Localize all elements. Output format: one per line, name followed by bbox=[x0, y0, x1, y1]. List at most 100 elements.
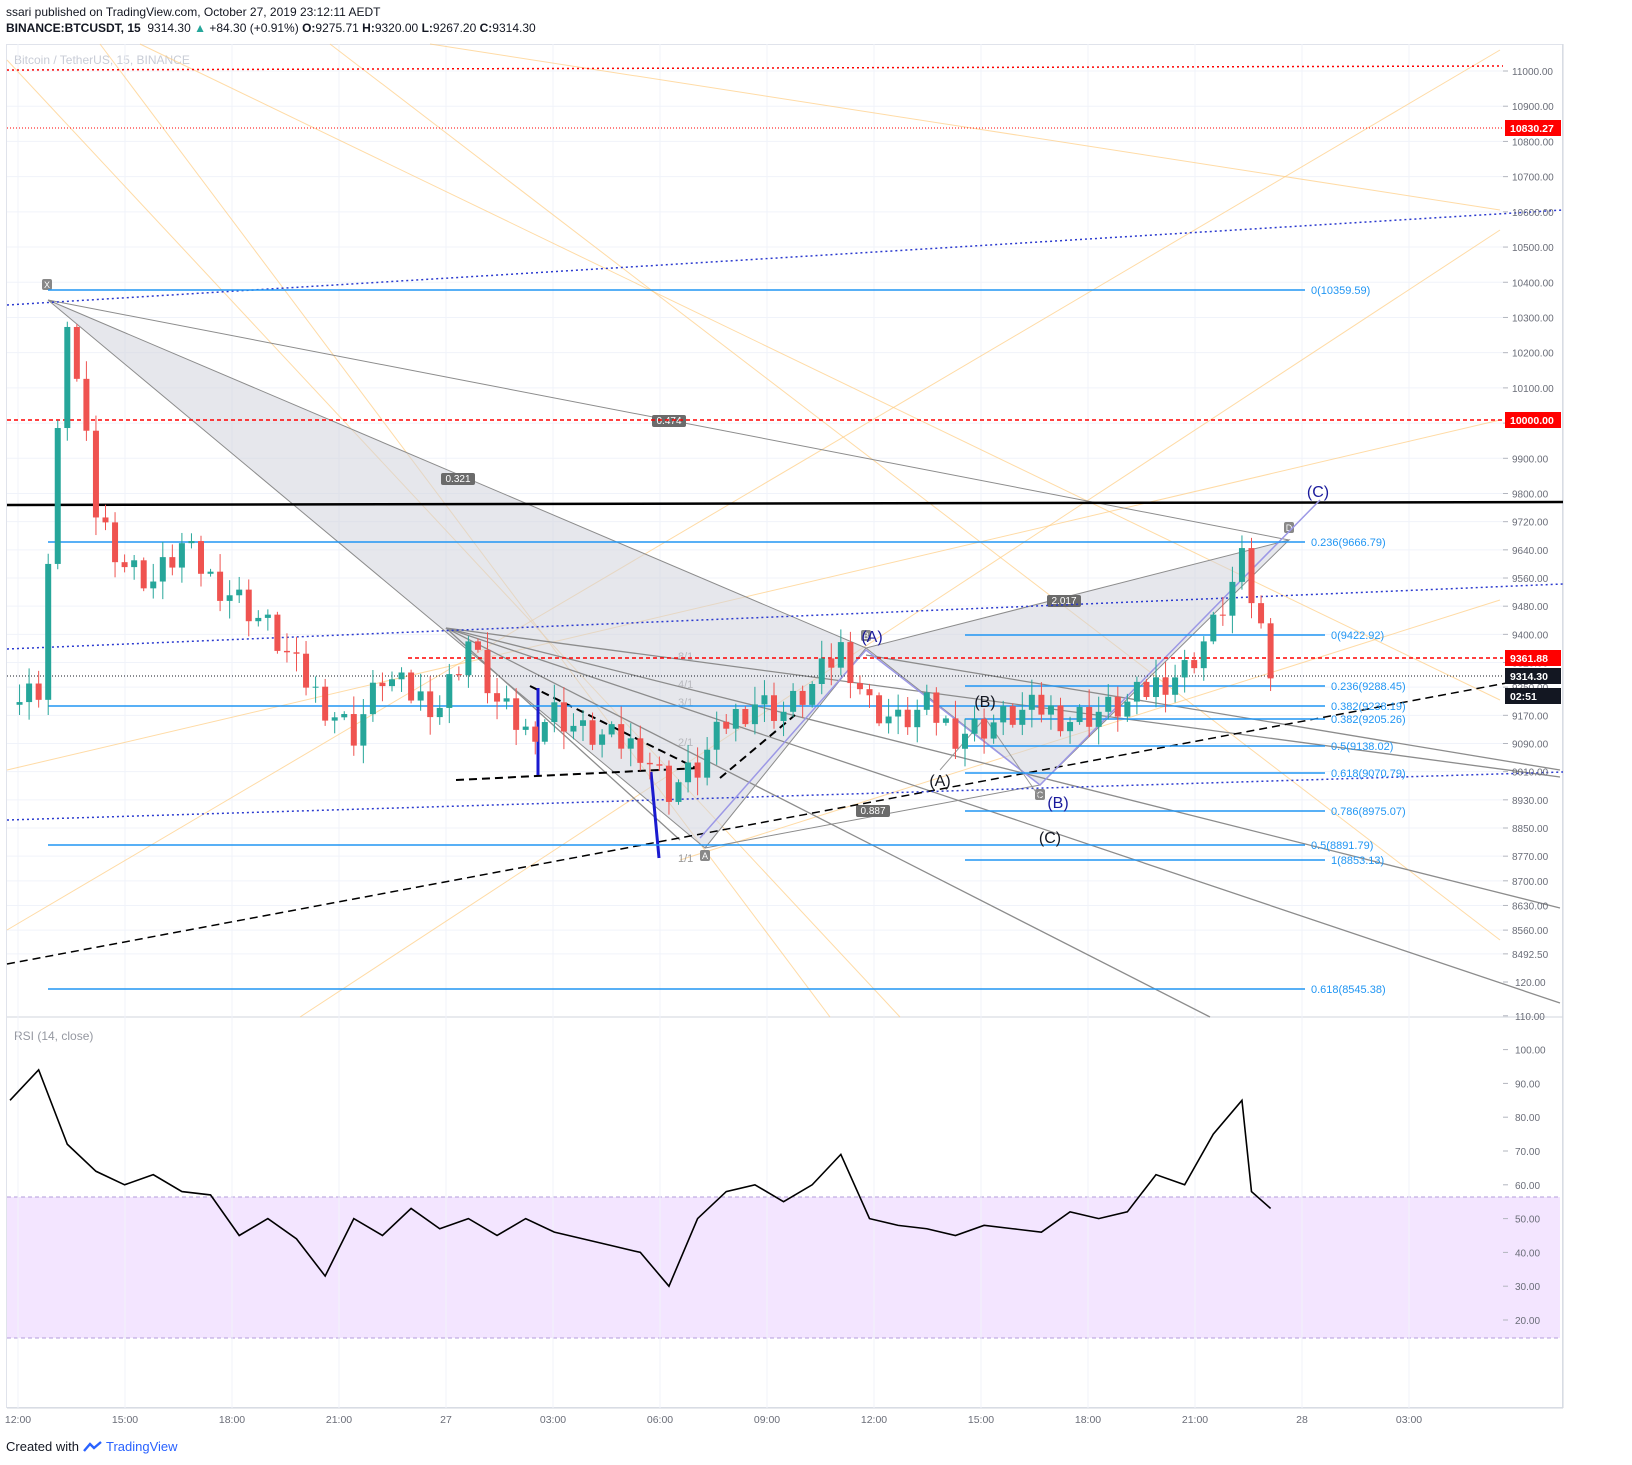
down-candle bbox=[1114, 696, 1121, 717]
up-candle bbox=[923, 692, 930, 710]
price-tick-label: 9720.00 bbox=[1512, 518, 1549, 529]
trend-fan-line bbox=[445, 627, 1561, 1004]
ratio-badge bbox=[652, 415, 686, 427]
rsi-tick-label: 90.00 bbox=[1515, 1079, 1540, 1090]
gann-fan: 8/14/13/12/11/1 bbox=[6, 43, 1501, 1018]
up-candle bbox=[1200, 641, 1207, 669]
point-badge bbox=[861, 630, 871, 641]
rsi-line bbox=[9, 1068, 1272, 1288]
up-candle bbox=[599, 734, 606, 745]
up-candle bbox=[1172, 677, 1179, 695]
down-candle bbox=[694, 762, 701, 778]
time-tick-label: 27 bbox=[440, 1414, 452, 1426]
tradingview-logo[interactable]: TradingView bbox=[83, 1439, 178, 1454]
up-candle bbox=[1019, 709, 1026, 725]
gann-ratio-label: 1/1 bbox=[678, 853, 693, 865]
price-tick-label: 9090.00 bbox=[1512, 739, 1549, 750]
fib-level-label: 0.236(9288.45) bbox=[1331, 681, 1406, 693]
down-candle bbox=[1162, 677, 1169, 695]
wave-label-blue: (C) bbox=[1307, 484, 1329, 501]
trendlines bbox=[6, 209, 1564, 1018]
level-11000-line bbox=[6, 65, 1504, 71]
price-tick-label: 11000.00 bbox=[1512, 67, 1553, 78]
wave-label-black: (A) bbox=[929, 773, 950, 790]
up-candle bbox=[436, 707, 443, 718]
price-tick-label: 10700.00 bbox=[1512, 173, 1554, 184]
blue-marker-line bbox=[649, 771, 661, 859]
down-candle bbox=[494, 693, 501, 702]
price-axis[interactable]: 11000.00 10900.00 10800.00 10700.00 10600.00… bbox=[1503, 67, 1561, 961]
up-candle bbox=[360, 714, 367, 746]
price-tick-label: 8492.50 bbox=[1512, 950, 1549, 961]
time-tick-label: 15:00 bbox=[968, 1414, 994, 1426]
price-label-text: 9361.88 bbox=[1510, 653, 1548, 665]
rsi-axis[interactable]: 120.00 110.00 100.00 90.00 80.00 70.00 60.00 50… bbox=[1503, 978, 1546, 1327]
price-label-text: 10830.27 bbox=[1510, 123, 1554, 135]
down-candle bbox=[455, 674, 462, 676]
down-candle bbox=[427, 691, 434, 718]
tradingview-brand: TradingView bbox=[105, 1439, 178, 1454]
rsi-tick-label: 30.00 bbox=[1515, 1282, 1540, 1293]
price-tick-label: 8850.00 bbox=[1512, 824, 1549, 835]
up-candle bbox=[1105, 696, 1112, 712]
up-candle bbox=[331, 717, 338, 721]
price-tick-label: 9480.00 bbox=[1512, 602, 1549, 613]
time-axis[interactable]: 12:00 15:00 18:00 21:00 27 03:00 06:00 09:00 12:… bbox=[5, 1414, 1422, 1426]
up-candle bbox=[16, 702, 23, 705]
up-candle bbox=[54, 428, 61, 564]
wave-label-black: (C) bbox=[1039, 830, 1061, 847]
high-label: H: bbox=[362, 21, 375, 35]
up-candle bbox=[1047, 705, 1054, 715]
up-candle bbox=[541, 722, 548, 742]
up-candle bbox=[522, 726, 529, 730]
ratio-label: 0.887 bbox=[860, 806, 885, 817]
down-candle bbox=[379, 682, 386, 687]
down-candle bbox=[140, 560, 147, 589]
gann-line bbox=[299, 229, 1501, 1018]
price-tick-label: 10500.00 bbox=[1512, 243, 1554, 254]
down-candle bbox=[484, 649, 491, 694]
support-dashed-line bbox=[6, 672, 1561, 965]
down-candle bbox=[322, 686, 329, 721]
down-candle bbox=[866, 689, 873, 696]
up-candle bbox=[1229, 581, 1236, 616]
up-candle bbox=[685, 762, 692, 783]
ratio-badge bbox=[856, 805, 890, 817]
price-label-text: 02:51 bbox=[1510, 691, 1537, 703]
rsi-tick-label: 100.00 bbox=[1515, 1046, 1546, 1057]
down-candle bbox=[283, 650, 290, 653]
up-candle bbox=[398, 672, 405, 680]
up-candle bbox=[751, 704, 758, 725]
up-candle bbox=[26, 683, 33, 703]
up-candle bbox=[608, 724, 615, 735]
down-candle bbox=[723, 721, 730, 729]
last-price: 9314.30 bbox=[147, 21, 191, 35]
up-candle bbox=[818, 658, 825, 684]
ratio-label: 2.017 bbox=[1051, 596, 1076, 607]
up-candle bbox=[1238, 548, 1245, 582]
up-candle bbox=[627, 738, 634, 749]
wave-label-blue: (A) bbox=[861, 629, 882, 646]
fib-level-label: 0(9422.92) bbox=[1331, 630, 1384, 642]
up-candle bbox=[570, 725, 577, 732]
up-candle bbox=[312, 686, 319, 688]
up-candle bbox=[551, 702, 558, 723]
rsi-plot bbox=[9, 1068, 1272, 1288]
price-tick-label: 9800.00 bbox=[1512, 490, 1549, 501]
rsi-band bbox=[7, 1197, 1560, 1338]
wedge-dashed-line bbox=[529, 685, 701, 771]
price-tick-label: 10400.00 bbox=[1512, 278, 1554, 289]
price-tick-label: 8770.00 bbox=[1512, 852, 1549, 863]
price-tick-label: 9170.00 bbox=[1512, 711, 1549, 722]
down-candle bbox=[35, 683, 42, 700]
up-candle bbox=[389, 679, 395, 687]
gann-line bbox=[329, 43, 1501, 941]
up-candle bbox=[1028, 694, 1035, 710]
low-label: L: bbox=[421, 21, 433, 35]
down-candle bbox=[828, 658, 835, 668]
time-tick-label: 18:00 bbox=[1075, 1414, 1101, 1426]
down-candle bbox=[169, 557, 176, 568]
rsi-tick-label: 50.00 bbox=[1515, 1215, 1540, 1226]
high-value: 9320.00 bbox=[374, 21, 419, 35]
